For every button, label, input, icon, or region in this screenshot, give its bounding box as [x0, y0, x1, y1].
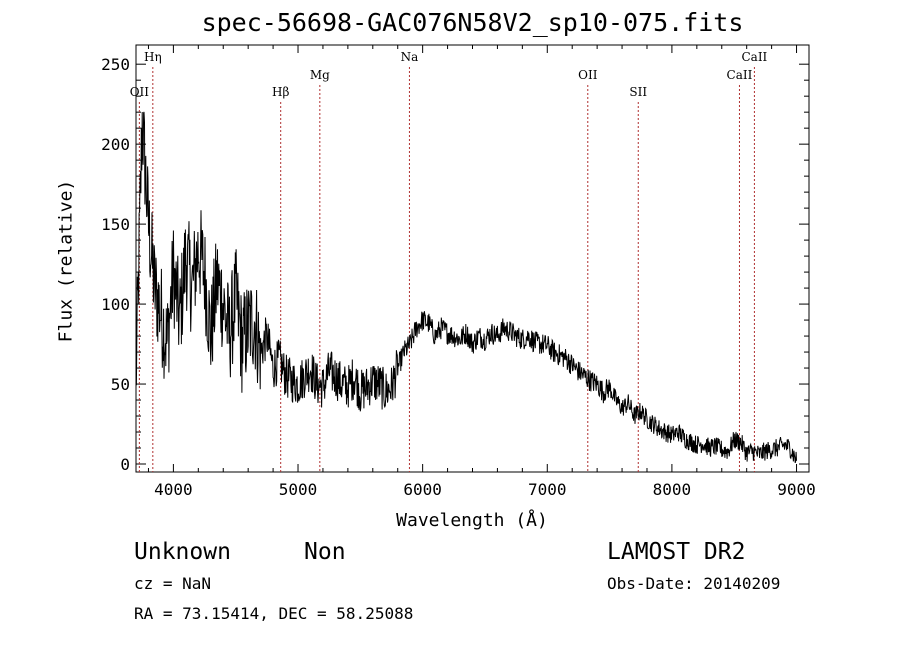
redshift-text: cz = NaN	[134, 574, 212, 593]
spectral-line-markers: OII Hη Hβ Mg Na OII SII CaII CaII	[130, 50, 768, 472]
spectrum-line	[135, 111, 797, 464]
y-tick-label: 50	[111, 375, 130, 394]
spectral-line-label: Hη	[144, 50, 162, 64]
spectral-line-label: SII	[629, 85, 647, 99]
observation-date: Obs-Date: 20140209	[607, 574, 781, 593]
x-axis-ticks: 4000 5000 6000 7000 8000 9000	[147, 45, 816, 499]
x-tick-label: 7000	[528, 480, 567, 499]
spectral-line-label: OII	[130, 85, 150, 99]
spectral-line-label: Mg	[310, 68, 330, 82]
object-subclass: Non	[304, 539, 346, 565]
survey-name: LAMOST DR2	[607, 539, 746, 565]
x-tick-label: 6000	[403, 480, 442, 499]
spectral-line-label: CaII	[727, 68, 753, 82]
y-axis-label: Flux (relative)	[55, 179, 77, 343]
x-tick-label: 4000	[154, 480, 193, 499]
x-axis-label: Wavelength (Å)	[396, 510, 548, 531]
spectral-line-label: Hβ	[272, 85, 289, 99]
x-tick-label: 5000	[279, 480, 318, 499]
chart-title: spec-56698-GAC076N58V2_sp10-075.fits	[201, 8, 744, 37]
x-tick-label: 9000	[777, 480, 816, 499]
x-tick-label: 8000	[653, 480, 692, 499]
plot-frame	[135, 44, 810, 473]
spectral-line-label: Na	[401, 50, 419, 64]
object-class: Unknown	[134, 539, 231, 565]
y-tick-label: 0	[120, 455, 130, 474]
y-tick-label: 150	[101, 215, 130, 234]
spectral-line-label: CaII	[741, 50, 767, 64]
y-tick-label: 250	[101, 55, 130, 74]
y-tick-label: 200	[101, 135, 130, 154]
y-tick-label: 100	[101, 295, 130, 314]
coordinates-text: RA = 73.15414, DEC = 58.25088	[134, 604, 414, 623]
y-axis-ticks: 0 50 100 150 200 250	[101, 55, 809, 474]
spectral-line-label: OII	[578, 68, 598, 82]
